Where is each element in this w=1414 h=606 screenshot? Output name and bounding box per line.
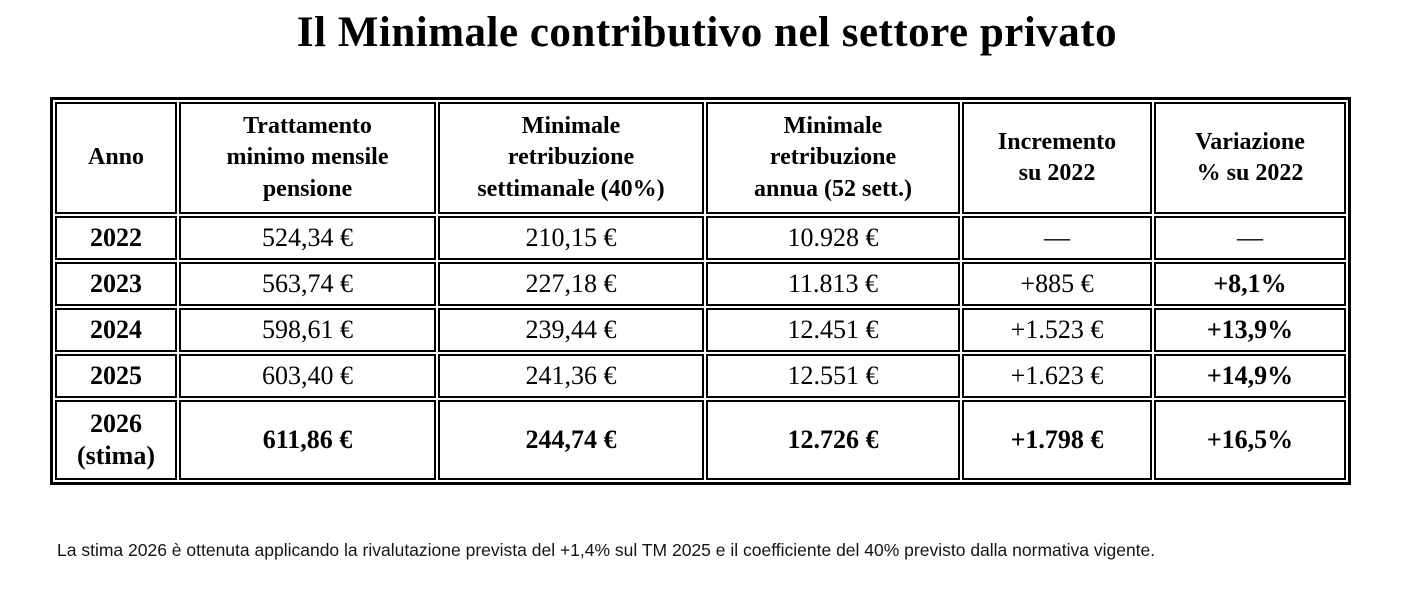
cell-annua: 11.813 € [706, 262, 960, 306]
cell-variazione: +16,5% [1154, 400, 1346, 480]
cell-settimanale: 244,74 € [438, 400, 704, 480]
table-header-row: Anno Trattamento minimo mensile pensione… [55, 102, 1346, 214]
cell-incremento: +885 € [962, 262, 1152, 306]
table-row-2022: 2022 524,34 € 210,15 € 10.928 € — — [55, 216, 1346, 260]
cell-annua: 10.928 € [706, 216, 960, 260]
cell-incremento: — [962, 216, 1152, 260]
cell-trattamento: 598,61 € [179, 308, 436, 352]
cell-anno: 2025 [55, 354, 177, 398]
cell-anno: 2026 (stima) [55, 400, 177, 480]
cell-incremento: +1.523 € [962, 308, 1152, 352]
table-row-2025: 2025 603,40 € 241,36 € 12.551 € +1.623 €… [55, 354, 1346, 398]
cell-trattamento: 563,74 € [179, 262, 436, 306]
col-header-anno: Anno [55, 102, 177, 214]
table-row-2023: 2023 563,74 € 227,18 € 11.813 € +885 € +… [55, 262, 1346, 306]
col-header-trattamento-minimo: Trattamento minimo mensile pensione [179, 102, 436, 214]
cell-annua: 12.451 € [706, 308, 960, 352]
page-title: Il Minimale contributivo nel settore pri… [296, 9, 1118, 56]
col-header-minimale-annua: Minimale retribuzione annua (52 sett.) [706, 102, 960, 214]
cell-settimanale: 210,15 € [438, 216, 704, 260]
cell-incremento: +1.798 € [962, 400, 1152, 480]
cell-variazione: — [1154, 216, 1346, 260]
minimale-contributivo-table: Anno Trattamento minimo mensile pensione… [50, 97, 1351, 485]
footnote: La stima 2026 è ottenuta applicando la r… [57, 540, 1156, 560]
col-header-incremento: Incremento su 2022 [962, 102, 1152, 214]
cell-annua: 12.551 € [706, 354, 960, 398]
cell-variazione: +8,1% [1154, 262, 1346, 306]
cell-incremento: +1.623 € [962, 354, 1152, 398]
cell-trattamento: 603,40 € [179, 354, 436, 398]
col-header-minimale-settimanale: Minimale retribuzione settimanale (40%) [438, 102, 704, 214]
cell-settimanale: 239,44 € [438, 308, 704, 352]
cell-settimanale: 241,36 € [438, 354, 704, 398]
cell-trattamento: 524,34 € [179, 216, 436, 260]
cell-trattamento: 611,86 € [179, 400, 436, 480]
cell-variazione: +13,9% [1154, 308, 1346, 352]
table-row-2024: 2024 598,61 € 239,44 € 12.451 € +1.523 €… [55, 308, 1346, 352]
cell-settimanale: 227,18 € [438, 262, 704, 306]
cell-anno: 2022 [55, 216, 177, 260]
cell-annua: 12.726 € [706, 400, 960, 480]
col-header-variazione: Variazione % su 2022 [1154, 102, 1346, 214]
cell-anno: 2023 [55, 262, 177, 306]
cell-anno: 2024 [55, 308, 177, 352]
cell-variazione: +14,9% [1154, 354, 1346, 398]
table-row-2026-stima: 2026 (stima) 611,86 € 244,74 € 12.726 € … [55, 400, 1346, 480]
